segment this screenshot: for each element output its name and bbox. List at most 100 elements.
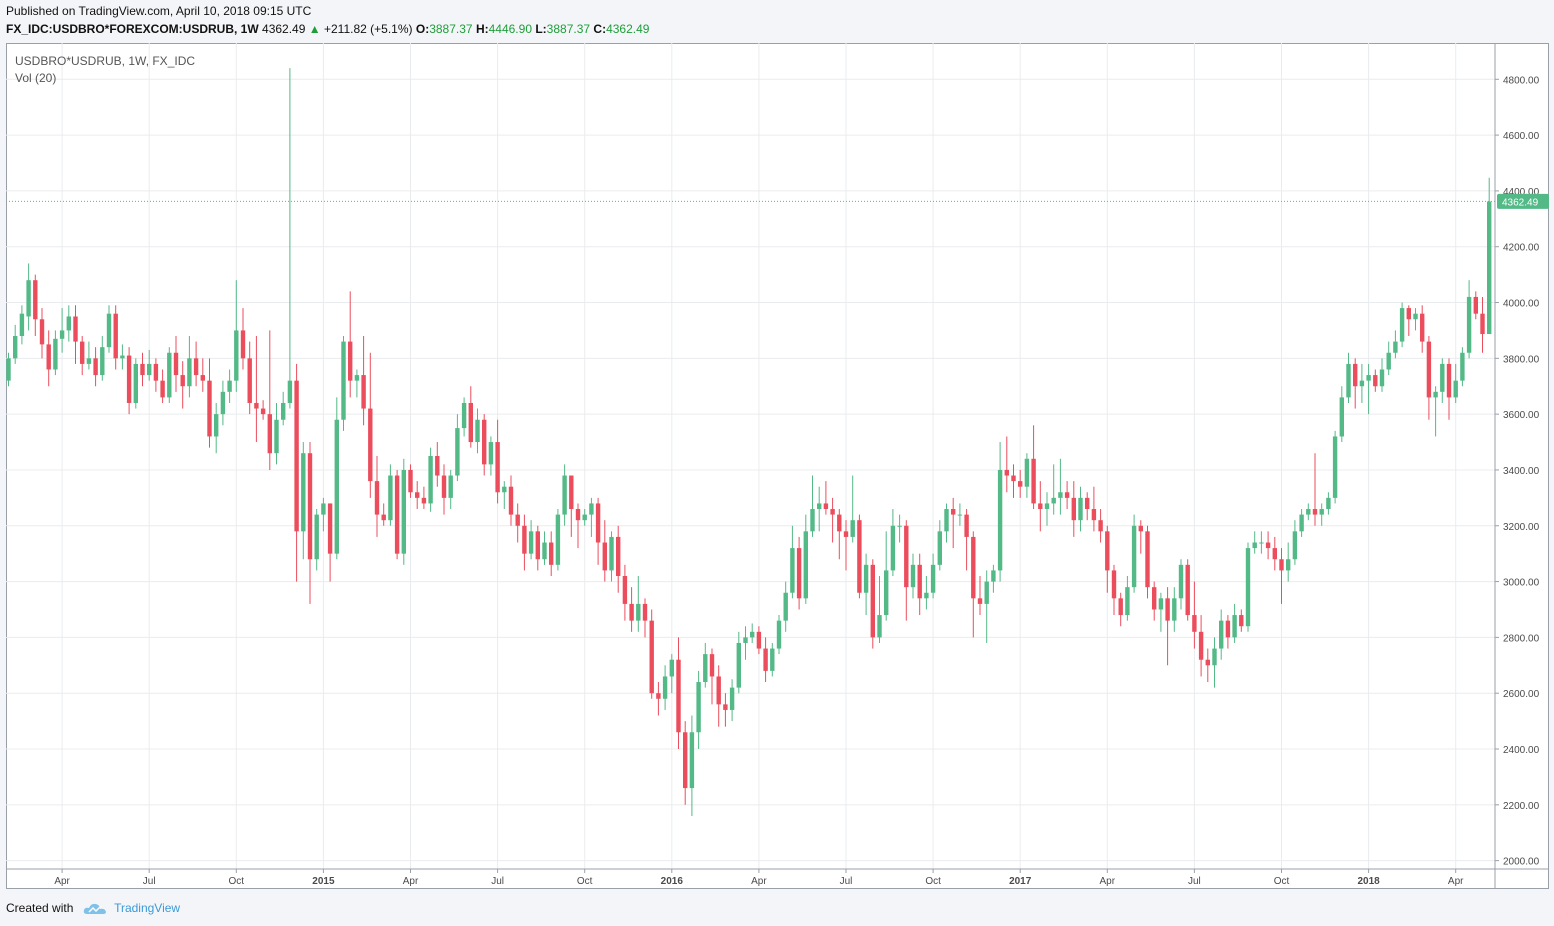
candle-body — [1145, 531, 1150, 588]
price-chart[interactable]: 2000.00 2200.00 2400.00 2600.00 2800.00 3000.… — [6, 43, 1549, 889]
candle-body — [850, 520, 855, 537]
candle — [46, 330, 51, 387]
candle-body — [160, 380, 165, 398]
candle-body — [307, 453, 313, 560]
candle-body — [1426, 341, 1432, 398]
candle-body — [495, 442, 500, 493]
candle — [415, 481, 420, 510]
candle-body — [421, 497, 427, 504]
candle-body — [890, 525, 896, 571]
candle — [964, 509, 969, 571]
candle — [200, 358, 205, 392]
candle — [227, 369, 232, 403]
candle — [683, 721, 688, 805]
candle — [1131, 514, 1137, 593]
chart-frame[interactable] — [6, 43, 1549, 889]
candle — [394, 469, 400, 560]
candle — [502, 481, 507, 510]
candle — [133, 358, 138, 409]
tradingview-brand[interactable]: TradingView — [114, 901, 181, 915]
candle-body — [1373, 375, 1378, 387]
created-with-label: Created with — [6, 901, 74, 915]
candle — [120, 344, 125, 370]
candle — [622, 564, 628, 621]
candle — [897, 514, 902, 543]
symbol-name[interactable]: FX_IDC:USDBRO*FOREXCOM:USDRUB, 1W — [6, 22, 259, 36]
candle — [1152, 581, 1157, 621]
candle — [703, 642, 708, 688]
candle — [837, 509, 842, 560]
candle-body — [1399, 308, 1405, 342]
legend-volume[interactable]: Vol (20) — [15, 71, 57, 85]
candle — [106, 305, 112, 353]
candle — [823, 481, 829, 515]
candle — [167, 347, 172, 403]
candle-body — [843, 531, 849, 537]
candle-body — [33, 280, 38, 320]
top-header: Published on TradingView.com, April 10, … — [0, 0, 1554, 42]
candle-body — [569, 475, 574, 510]
candle-body — [776, 620, 782, 649]
candle — [482, 414, 487, 476]
candle — [957, 503, 963, 526]
candle — [1406, 305, 1411, 337]
time-tick-label: Apr — [1100, 876, 1116, 887]
candle — [173, 336, 179, 392]
candle-body — [274, 419, 279, 454]
candle — [1426, 336, 1432, 420]
candle — [662, 665, 668, 710]
candle — [401, 458, 406, 565]
candle-body — [549, 542, 554, 565]
candle-body — [1125, 587, 1130, 616]
candle-body — [1064, 492, 1070, 498]
candle — [247, 341, 252, 415]
candle-body — [86, 358, 92, 364]
legend-title[interactable]: USDBRO*USDRUB, 1W, FX_IDC — [15, 54, 196, 68]
candle-body — [13, 336, 18, 359]
candle-body — [602, 542, 607, 571]
candle-body — [368, 408, 373, 482]
candle — [441, 464, 447, 515]
candle — [1346, 352, 1351, 403]
candle — [448, 469, 453, 510]
candle-body — [1051, 497, 1056, 504]
candle-body — [6, 358, 11, 381]
candle — [609, 531, 614, 582]
candle — [388, 464, 393, 526]
close-label: C: — [593, 22, 607, 36]
candle-body — [301, 453, 306, 532]
candle — [669, 654, 674, 694]
candle-body — [756, 631, 762, 649]
candle-body — [207, 380, 212, 437]
candle — [1319, 503, 1324, 526]
published-info: Published on TradingView.com, April 10, … — [6, 4, 312, 18]
candle-body — [1353, 363, 1358, 387]
candle — [776, 615, 782, 655]
candle — [240, 308, 246, 370]
candle — [1259, 531, 1264, 554]
candle — [1460, 347, 1465, 387]
candle-body — [1272, 548, 1277, 560]
candle — [763, 637, 768, 683]
candle — [1245, 542, 1251, 632]
candle-body — [1078, 497, 1083, 521]
candle — [113, 305, 118, 370]
price-tick-label: 2800.00 — [1503, 633, 1540, 644]
candle-body — [904, 525, 909, 588]
candle-body — [348, 341, 353, 381]
candle-body — [736, 642, 741, 688]
candle-body — [910, 564, 916, 588]
time-tick-label: Oct — [229, 876, 245, 887]
candle-body — [334, 419, 339, 554]
candle-body — [676, 659, 681, 733]
candle-body — [1185, 564, 1190, 616]
candle-body — [984, 581, 989, 604]
candle-body — [991, 570, 996, 582]
candle-body — [1198, 631, 1204, 660]
candle-body — [488, 442, 494, 465]
candle-body — [321, 503, 326, 515]
candle-body — [1225, 620, 1231, 638]
candle-body — [1031, 458, 1036, 504]
price-tick-label: 4400.00 — [1503, 187, 1540, 198]
candle-body — [39, 319, 45, 345]
